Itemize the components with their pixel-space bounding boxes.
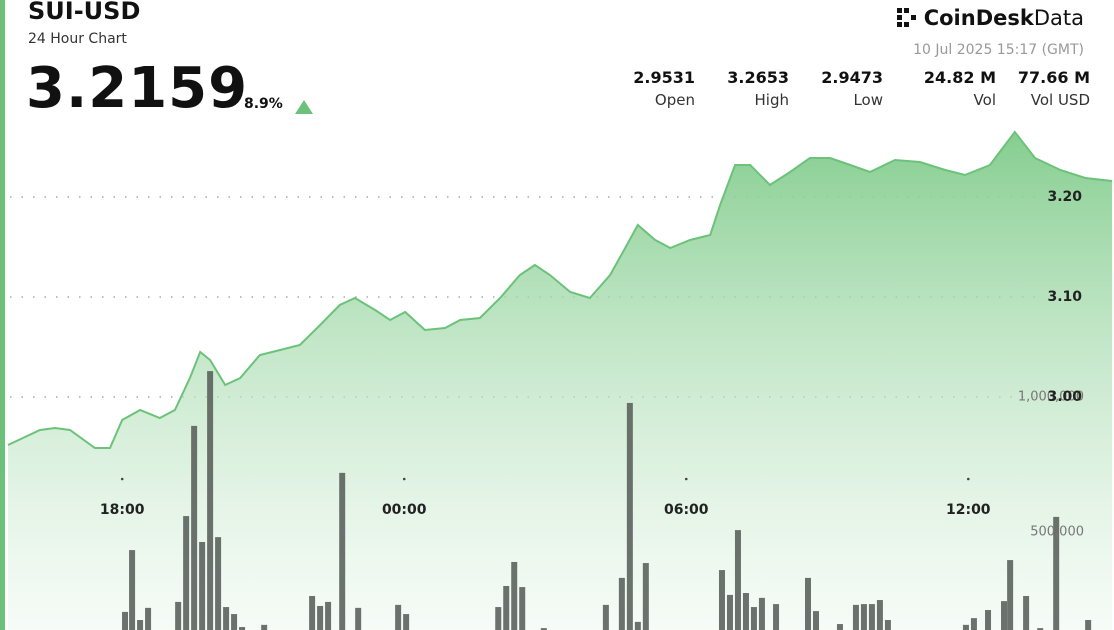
volume-bar <box>540 628 547 630</box>
volume-bar <box>860 604 867 630</box>
x-tick <box>120 477 124 481</box>
volume-bar <box>805 577 812 630</box>
y-tick-label: 3.10 <box>1047 289 1082 305</box>
volume-bar <box>626 402 633 630</box>
volume-bar <box>199 541 206 630</box>
volume-bar <box>239 627 246 630</box>
volume-bar <box>183 516 190 630</box>
volume-bar <box>355 607 362 630</box>
volume-bar <box>734 530 741 630</box>
change: 8.9% <box>244 96 283 112</box>
x-tick <box>402 477 406 481</box>
stat: 24.82 M Vol <box>916 68 996 109</box>
volume-bar <box>868 604 875 630</box>
volume-bar <box>403 614 410 630</box>
x-tick <box>966 477 970 481</box>
stat-label: High <box>754 91 789 109</box>
volume-bar <box>495 607 502 630</box>
volume-bar <box>175 601 182 630</box>
volume-bar <box>985 610 992 630</box>
volume-bar <box>718 570 725 630</box>
volume-bar <box>812 611 819 630</box>
volume-bar <box>1053 516 1060 630</box>
brand: CoinDesk Data <box>895 6 1084 30</box>
price-area <box>8 132 1113 630</box>
volume-bar <box>836 624 843 630</box>
volume-bar <box>503 585 510 630</box>
volume-bar <box>1023 595 1030 630</box>
volume-bar <box>511 561 518 630</box>
volume-bar <box>261 624 268 630</box>
volume-bar <box>634 621 641 630</box>
x-tick-label: 18:00 <box>100 502 145 518</box>
volume-bar <box>758 597 765 630</box>
stat: 2.9531 Open <box>615 68 695 109</box>
volume-bar <box>602 604 609 630</box>
volume-bar <box>231 614 238 630</box>
volume-bar <box>317 605 324 630</box>
y2-tick-label: 1,000,000 <box>1018 390 1084 405</box>
y-tick-label: 3.00 <box>1047 389 1082 405</box>
volume-bar <box>970 618 977 630</box>
x-tick-label: 00:00 <box>382 502 427 518</box>
stat-value: 2.9531 <box>633 68 695 87</box>
volume-bar <box>145 607 152 630</box>
volume-bar <box>191 425 198 630</box>
y2-tick-label: 500,000 <box>1030 524 1084 539</box>
volume-bar <box>339 472 346 630</box>
stat-label: Vol <box>973 91 996 109</box>
volume-bar <box>395 604 402 630</box>
stat-value: 77.66 M <box>1017 68 1090 87</box>
volume-bar <box>1007 560 1014 630</box>
stat-value: 24.82 M <box>923 68 996 87</box>
brand-suffix: Data <box>1033 6 1084 30</box>
brand-logo <box>896 8 916 27</box>
volume-bar <box>773 604 780 630</box>
volume-bar <box>122 611 129 630</box>
x-tick-label: 06:00 <box>664 502 709 518</box>
stat-value: 3.2653 <box>727 68 789 87</box>
volume-bar <box>750 607 757 630</box>
volume-bar <box>852 604 859 630</box>
stat: 77.66 M Vol USD <box>1010 68 1090 109</box>
volume-bar <box>325 601 332 630</box>
volume-bar <box>1001 601 1008 630</box>
volume-bar <box>207 371 214 630</box>
volume-bar <box>309 595 316 630</box>
stat-label: Vol USD <box>1030 91 1090 109</box>
volume-bar <box>215 537 222 630</box>
volume-bar <box>618 577 625 630</box>
x-tick-label: 12:00 <box>946 502 991 518</box>
brand-name: CoinDesk <box>923 6 1034 30</box>
volume-bar <box>519 587 526 630</box>
volume-bar <box>137 620 144 630</box>
volume-bar <box>642 563 649 630</box>
title: SUI-USD <box>28 0 141 25</box>
up-arrow <box>295 100 313 114</box>
subtitle: 24 Hour Chart <box>28 31 127 47</box>
volume-bar <box>1085 620 1092 630</box>
timestamp: 10 Jul 2025 15:17 (GMT) <box>913 42 1084 58</box>
stat-value: 2.9473 <box>821 68 883 87</box>
volume-bar <box>876 600 883 630</box>
volume-bar <box>726 594 733 630</box>
volume-bar <box>962 624 969 630</box>
stat-label: Low <box>853 91 883 109</box>
volume-bar <box>884 620 891 630</box>
x-tick <box>684 477 688 481</box>
stat: 3.2653 High <box>709 68 789 109</box>
stat: 2.9473 Low <box>803 68 883 109</box>
volume-bar <box>742 593 749 630</box>
price: 3.2159 <box>26 56 249 121</box>
price-line <box>7 130 1113 449</box>
volume-bar <box>223 607 230 630</box>
accent-bar <box>0 0 5 630</box>
volume-bar <box>129 550 136 630</box>
stat-label: Open <box>654 91 695 109</box>
volume-bar <box>1037 628 1044 630</box>
y-tick-label: 3.20 <box>1047 189 1082 205</box>
